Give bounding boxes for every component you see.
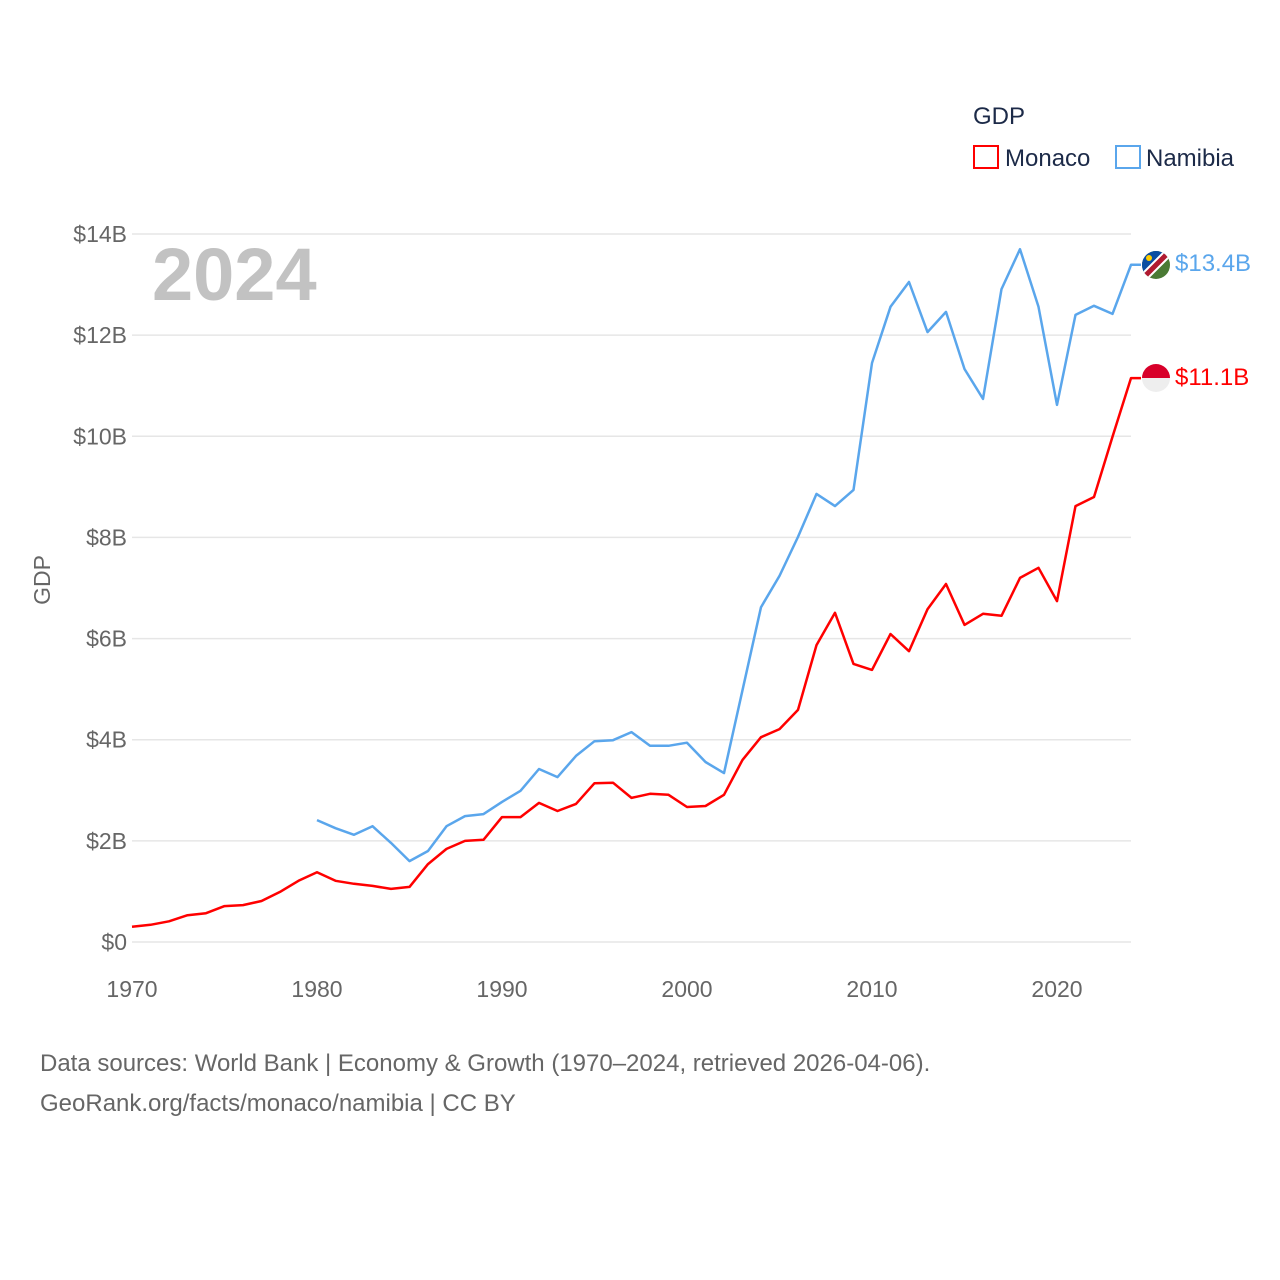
end-label-monaco: $11.1B <box>1175 364 1249 391</box>
y-tick-label: $2B <box>86 828 127 854</box>
namibia-flag-icon <box>1142 251 1170 279</box>
x-tick-label: 2000 <box>661 976 712 1002</box>
legend-label-monaco: Monaco <box>1005 145 1090 172</box>
source-line-1: Data sources: World Bank | Economy & Gro… <box>40 1050 931 1077</box>
end-label-namibia: $13.4B <box>1175 250 1251 277</box>
year-watermark: 2024 <box>152 233 317 316</box>
series-lines <box>131 247 1141 929</box>
monaco-flag-icon <box>1142 364 1170 392</box>
y-tick-label: $8B <box>86 524 127 550</box>
x-tick-label: 2010 <box>846 976 897 1002</box>
source-note: Data sources: World Bank | Economy & Gro… <box>40 1044 930 1124</box>
legend-item-namibia[interactable]: Namibia <box>1115 145 1235 172</box>
series-line-monaco[interactable] <box>131 376 1141 929</box>
legend-title: GDP <box>973 103 1025 130</box>
x-tick-label: 2020 <box>1031 976 1082 1002</box>
legend-item-monaco[interactable]: Monaco <box>973 145 1090 172</box>
x-tick-label: 1980 <box>291 976 342 1002</box>
y-tick-label: $10B <box>73 423 127 449</box>
legend-swatch-monaco <box>973 145 999 169</box>
y-axis-ticks: $0 $2B $4B $6B $8B $10B $12B $14B <box>73 221 127 955</box>
x-axis-ticks: 1970 1980 1990 2000 2010 2020 <box>106 976 1082 1002</box>
y-tick-label: $6B <box>86 626 127 652</box>
x-tick-label: 1990 <box>476 976 527 1002</box>
y-tick-label: $12B <box>73 322 127 348</box>
y-tick-label: $14B <box>73 221 127 247</box>
x-tick-label: 1970 <box>106 976 157 1002</box>
legend-label-namibia: Namibia <box>1146 145 1235 172</box>
y-tick-label: $4B <box>86 727 127 753</box>
y-tick-label: $0 <box>101 929 127 955</box>
series-line-namibia[interactable] <box>316 247 1141 863</box>
source-line-2[interactable]: GeoRank.org/facts/monaco/namibia | CC BY <box>40 1090 516 1117</box>
y-axis-label: GDP <box>29 555 55 605</box>
gridlines <box>132 233 1131 943</box>
legend-swatch-namibia <box>1115 145 1141 169</box>
